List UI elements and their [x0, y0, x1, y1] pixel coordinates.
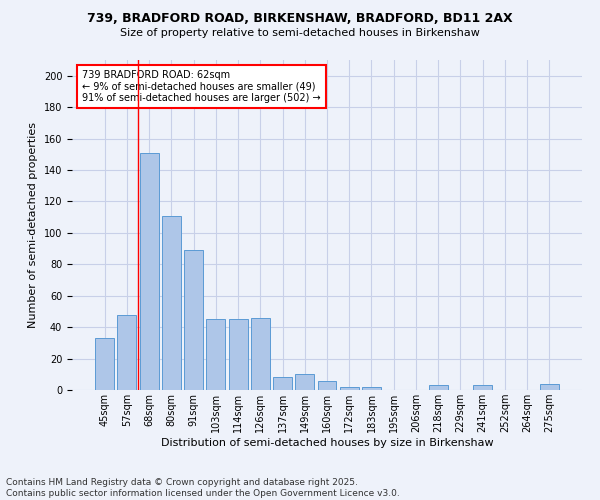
Y-axis label: Number of semi-detached properties: Number of semi-detached properties: [28, 122, 38, 328]
Bar: [540, 384, 559, 390]
Bar: [473, 386, 492, 390]
Bar: [162, 216, 181, 390]
Text: Contains HM Land Registry data © Crown copyright and database right 2025.
Contai: Contains HM Land Registry data © Crown c…: [6, 478, 400, 498]
Text: Size of property relative to semi-detached houses in Birkenshaw: Size of property relative to semi-detach…: [120, 28, 480, 38]
Bar: [184, 250, 203, 390]
Bar: [295, 374, 314, 390]
X-axis label: Distribution of semi-detached houses by size in Birkenshaw: Distribution of semi-detached houses by …: [161, 438, 493, 448]
Bar: [95, 338, 114, 390]
Bar: [273, 378, 292, 390]
Bar: [251, 318, 270, 390]
Bar: [229, 320, 248, 390]
Text: 739, BRADFORD ROAD, BIRKENSHAW, BRADFORD, BD11 2AX: 739, BRADFORD ROAD, BIRKENSHAW, BRADFORD…: [87, 12, 513, 26]
Bar: [317, 380, 337, 390]
Bar: [340, 387, 359, 390]
Bar: [206, 320, 225, 390]
Bar: [429, 386, 448, 390]
Bar: [140, 152, 158, 390]
Text: 739 BRADFORD ROAD: 62sqm
← 9% of semi-detached houses are smaller (49)
91% of se: 739 BRADFORD ROAD: 62sqm ← 9% of semi-de…: [82, 70, 321, 103]
Bar: [118, 314, 136, 390]
Bar: [362, 387, 381, 390]
